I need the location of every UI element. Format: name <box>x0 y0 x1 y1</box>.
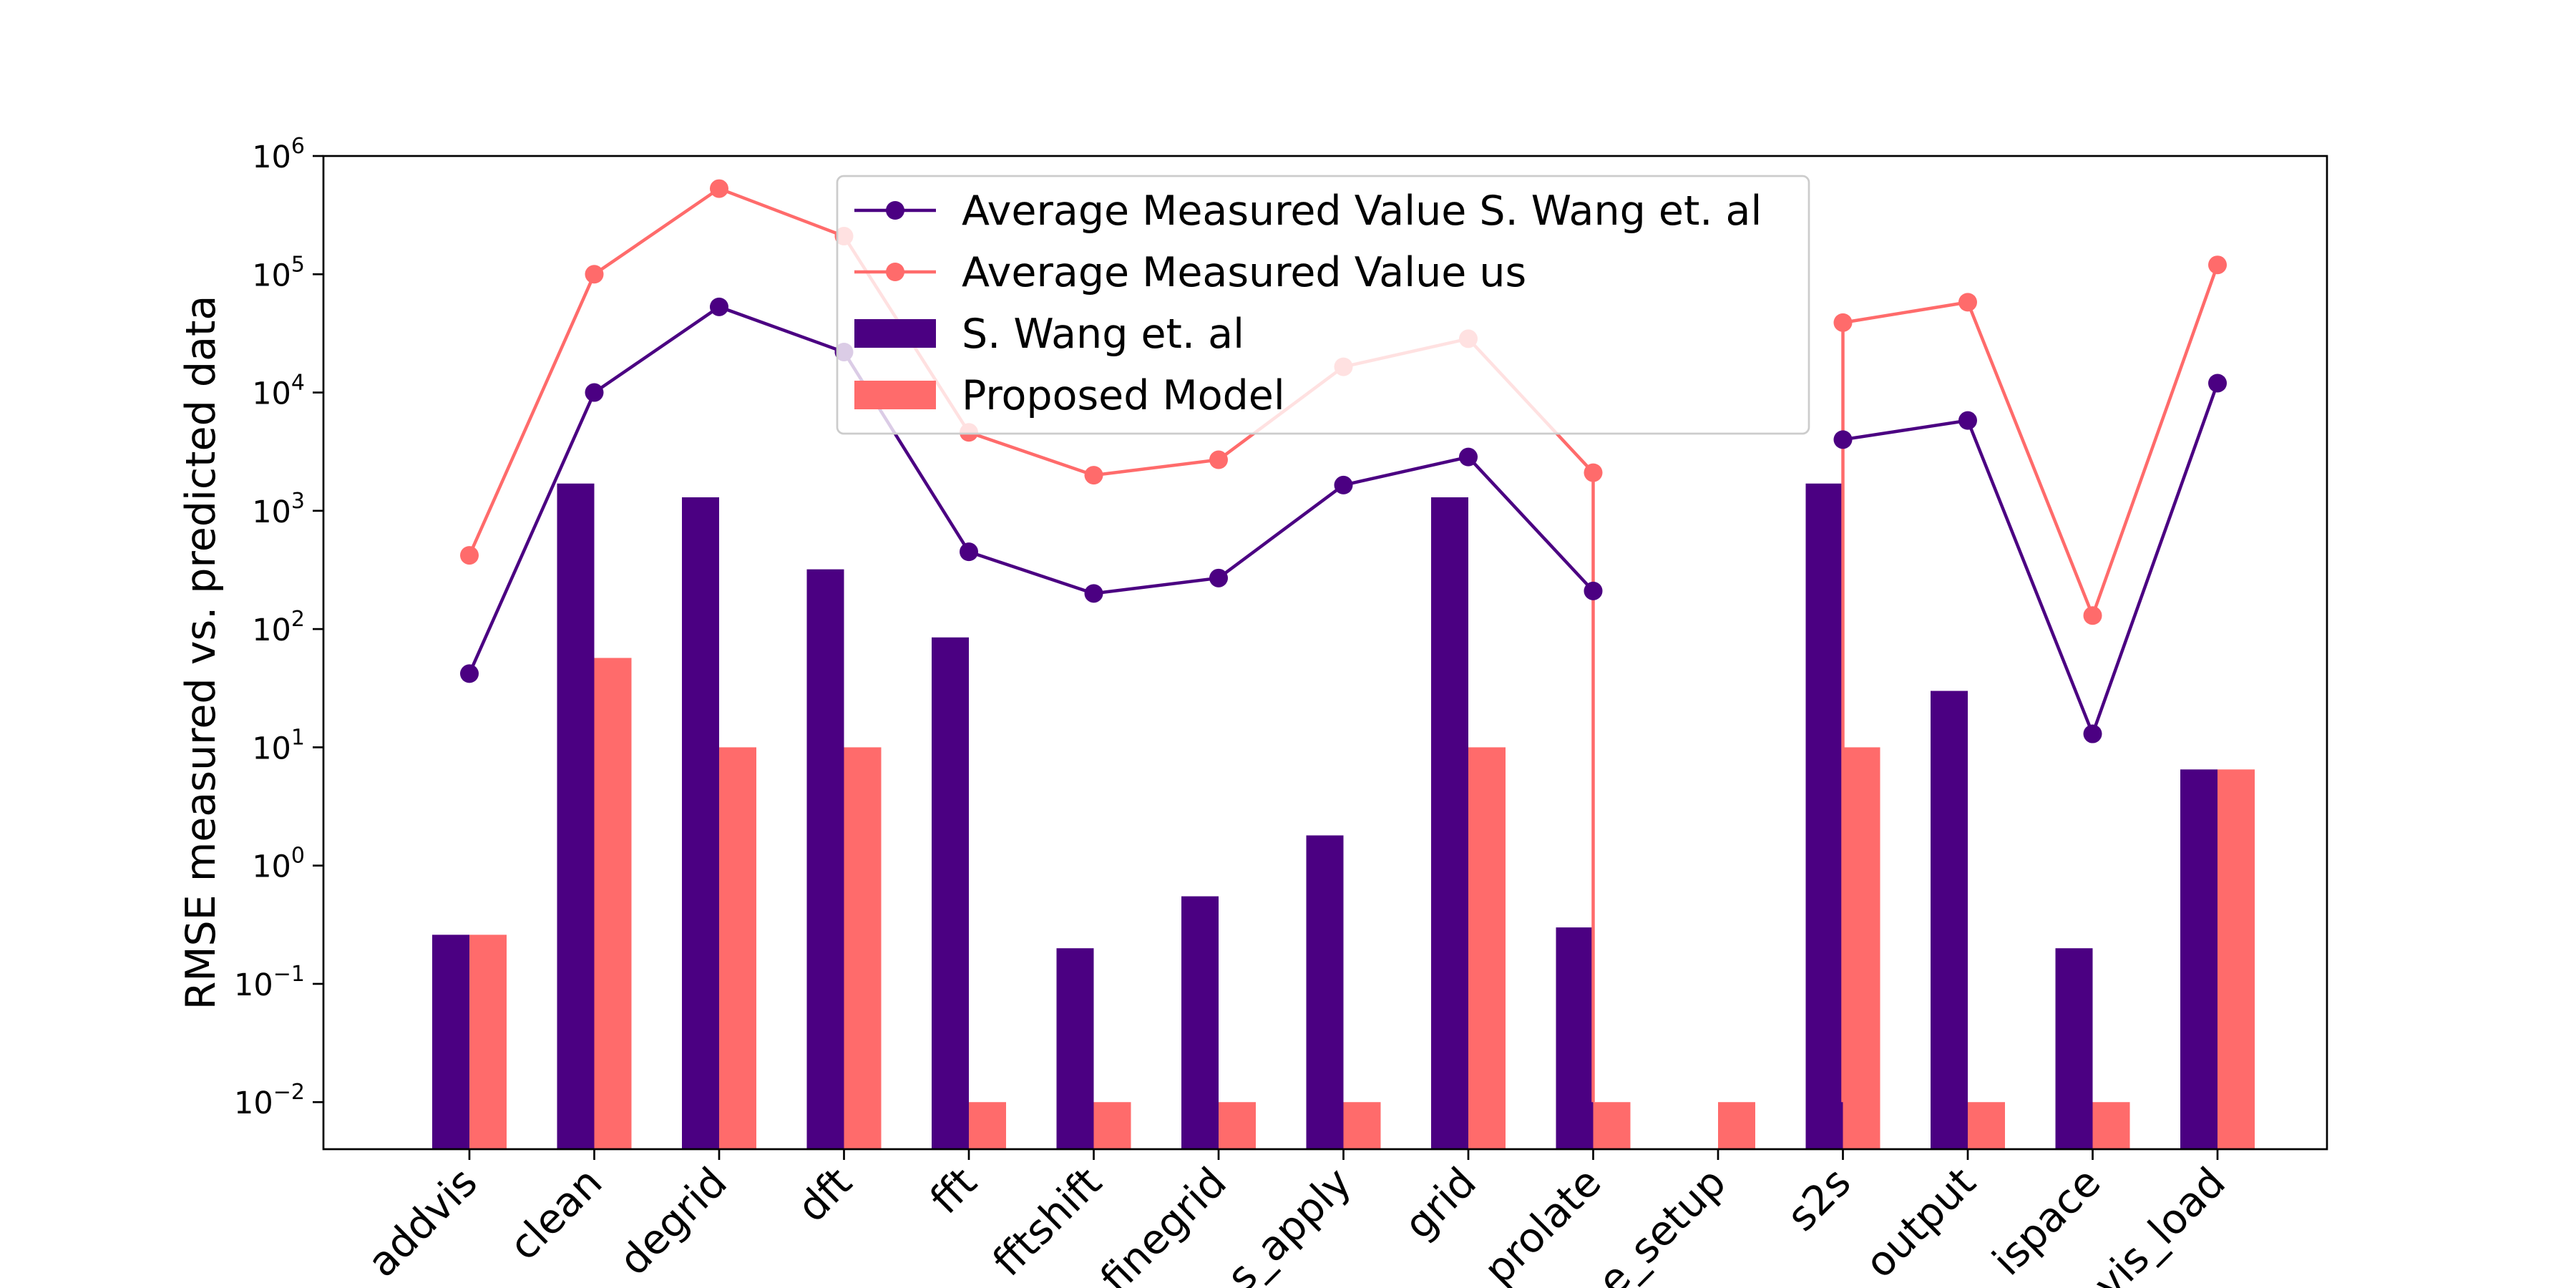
point-average-measured-value-us-output <box>1958 293 1977 312</box>
point-average-measured-value-s-wang-et-al-finegrid <box>1209 568 1228 587</box>
bar-s-wang-et-al-fftshift <box>1056 948 1094 1149</box>
bar-s-wang-et-al-output <box>1931 691 1968 1149</box>
bar-proposed-model-dft <box>844 747 882 1149</box>
bar-proposed-model-finegrid <box>1219 1102 1256 1149</box>
point-average-measured-value-s-wang-et-al-ispace <box>2083 724 2102 743</box>
legend-label-average-measured-value-s-wang-et-al: Average Measured Value S. Wang et. al <box>962 187 1762 235</box>
bar-proposed-model-fft <box>969 1102 1006 1149</box>
bar-s-wang-et-al-grid <box>1431 497 1468 1149</box>
point-average-measured-value-s-wang-et-al-grid <box>1459 447 1478 467</box>
point-average-measured-value-s-wang-et-al-degrid <box>710 297 728 316</box>
point-average-measured-value-s-wang-et-al-prolate <box>1584 581 1603 600</box>
legend-swatch-proposed-model <box>854 381 936 409</box>
point-average-measured-value-s-wang-et-al-s2s <box>1833 430 1853 449</box>
point-average-measured-value-us-fftshift <box>1084 466 1103 485</box>
point-average-measured-value-us-vis_load <box>2208 255 2227 275</box>
point-average-measured-value-us-finegrid <box>1209 450 1228 469</box>
legend-marker-average-measured-value-s-wang-et-al <box>886 201 904 220</box>
y-tick-label: 104 <box>252 371 305 412</box>
bar-proposed-model-e_setup <box>1718 1102 1755 1149</box>
legend-label-average-measured-value-us: Average Measured Value us <box>962 249 1526 296</box>
bar-proposed-model-addvis <box>469 935 507 1149</box>
point-average-measured-value-s-wang-et-al-addvis <box>460 664 479 683</box>
y-axis-label: RMSE measured vs. predicted data <box>177 296 225 1010</box>
bar-s-wang-et-al-ispace <box>2055 948 2093 1149</box>
y-tick-label: 106 <box>252 134 305 175</box>
bar-proposed-model-vis_load <box>2218 769 2255 1149</box>
bar-s-wang-et-al-prolate <box>1556 927 1594 1149</box>
bar-s-wang-et-al-fft <box>932 637 969 1149</box>
legend-swatch-s-wang-et-al <box>854 319 936 348</box>
bar-proposed-model-ispace <box>2092 1102 2130 1149</box>
bar-proposed-model-clean <box>594 658 632 1149</box>
point-average-measured-value-s-wang-et-al-fft <box>960 542 978 562</box>
point-average-measured-value-s-wang-et-al-output <box>1958 411 1977 430</box>
point-average-measured-value-us-prolate <box>1584 463 1603 482</box>
y-tick-label: 101 <box>252 725 305 766</box>
point-average-measured-value-s-wang-et-al-clean <box>585 383 604 402</box>
lines-layer <box>460 179 2227 1103</box>
y-tick-label: 100 <box>252 844 305 885</box>
y-axis: 10−2 10−1 100 101 102 103 104 105 106 <box>234 134 323 1121</box>
bar-proposed-model-grid <box>1468 747 1506 1149</box>
bar-s-wang-et-al-dft <box>806 569 844 1149</box>
bar-s-wang-et-al-s2s <box>1805 483 1843 1149</box>
y-tick-label: 105 <box>252 252 305 293</box>
point-average-measured-value-s-wang-et-al-s_apply <box>1334 475 1353 494</box>
point-average-measured-value-us-clean <box>585 265 604 284</box>
legend-label-s-wang-et-al: S. Wang et. al <box>962 311 1244 358</box>
point-average-measured-value-s-wang-et-al-fftshift <box>1084 584 1103 603</box>
bar-s-wang-et-al-vis_load <box>2180 769 2218 1149</box>
bar-s-wang-et-al-addvis <box>432 935 469 1149</box>
bar-proposed-model-fftshift <box>1093 1102 1131 1149</box>
legend-marker-average-measured-value-us <box>886 263 904 281</box>
bar-proposed-model-output <box>1968 1102 2005 1149</box>
bar-s-wang-et-al-clean <box>557 483 595 1149</box>
legend-label-proposed-model: Proposed Model <box>962 372 1285 419</box>
bar-s-wang-et-al-degrid <box>682 497 719 1149</box>
bar-proposed-model-s2s <box>1843 747 1880 1149</box>
bar-proposed-model-degrid <box>719 747 756 1149</box>
y-tick-label: 10−2 <box>234 1080 305 1121</box>
y-tick-label: 10−1 <box>234 962 305 1003</box>
point-average-measured-value-us-addvis <box>460 546 479 565</box>
bar-s-wang-et-al-s_apply <box>1306 835 1344 1149</box>
y-tick-label: 103 <box>252 489 305 530</box>
line-average-measured-value-s-wang-et-al <box>467 305 2220 736</box>
point-average-measured-value-us-degrid <box>710 179 728 198</box>
point-average-measured-value-us-ispace <box>2083 606 2102 625</box>
y-tick-label: 102 <box>252 607 305 648</box>
point-average-measured-value-s-wang-et-al-vis_load <box>2208 374 2227 393</box>
plot-frame <box>322 155 2328 1151</box>
bar-s-wang-et-al-finegrid <box>1181 896 1219 1149</box>
legend-box <box>836 175 1810 435</box>
bars-layer <box>432 483 2255 1149</box>
point-average-measured-value-us-s2s <box>1833 313 1853 332</box>
bar-proposed-model-prolate <box>1593 1102 1631 1149</box>
bar-proposed-model-s_apply <box>1343 1102 1381 1149</box>
legend: Average Measured Value S. Wang et. al Ave… <box>836 175 1810 435</box>
